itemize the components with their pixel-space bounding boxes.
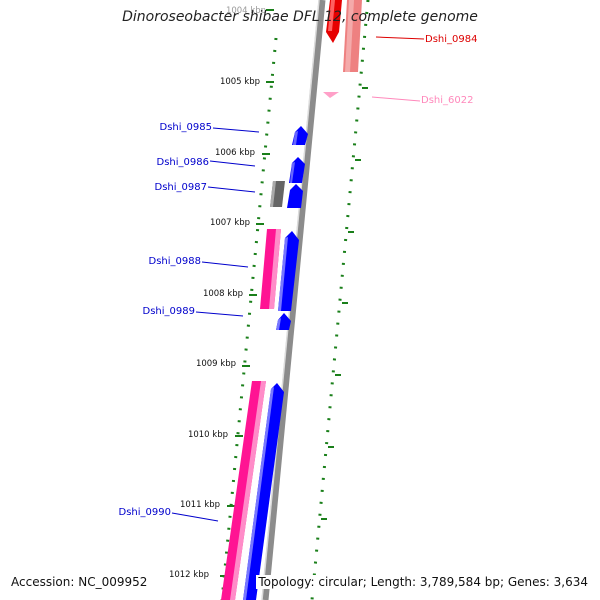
- gene-labels: Dshi_0984 Dshi_6022 Dshi_0985 Dshi_0986 …: [119, 34, 478, 518]
- kbp-label-1008: 1008 kbp: [203, 289, 243, 299]
- kbp-label-1010: 1010 kbp: [188, 430, 228, 440]
- kbp-label-1009: 1009 kbp: [196, 359, 236, 369]
- topology-text: Topology: circular; Length: 3,789,584 bp…: [256, 575, 590, 589]
- gene-label-dshi-0990: Dshi_0990: [119, 507, 171, 518]
- gene-label-dshi-0985: Dshi_0985: [160, 122, 212, 133]
- gene-label-dshi-0988: Dshi_0988: [149, 256, 201, 267]
- kbp-label-1011: 1011 kbp: [180, 500, 220, 510]
- kbp-label-1012: 1012 kbp: [169, 570, 209, 580]
- gene-label-dshi-0989: Dshi_0989: [143, 306, 195, 317]
- leader-lines: [171, 36, 425, 522]
- gene-dshi-0987: [287, 184, 303, 208]
- kbp-label-1004: 1004 kbp: [226, 6, 266, 16]
- gene-label-dshi-0984: Dshi_0984: [425, 34, 477, 45]
- gene-label-dshi-0987: Dshi_0987: [155, 182, 207, 193]
- genome-title: Dinoroseobacter shibae DFL 12, complete …: [122, 9, 478, 25]
- gene-label-dshi-0986: Dshi_0986: [157, 157, 209, 168]
- kbp-label-1007: 1007 kbp: [210, 218, 250, 228]
- gene-dshi-0989: [276, 313, 291, 330]
- kbp-label-1005: 1005 kbp: [220, 77, 260, 87]
- gene-dshi-0988-fwd: [278, 231, 299, 311]
- accession-text: Accession: NC_009952: [9, 575, 150, 589]
- dotted-guides: [220, 0, 370, 600]
- kbp-labels: 1004 kbp 1005 kbp 1006 kbp 1007 kbp 1008…: [169, 6, 266, 580]
- gene-label-dshi-6022: Dshi_6022: [421, 95, 473, 106]
- gene-dshi-6022: [323, 92, 339, 98]
- kbp-label-1006: 1006 kbp: [215, 148, 255, 158]
- gene-dshi-0990-fwd: [243, 383, 284, 600]
- genes: [221, 0, 362, 600]
